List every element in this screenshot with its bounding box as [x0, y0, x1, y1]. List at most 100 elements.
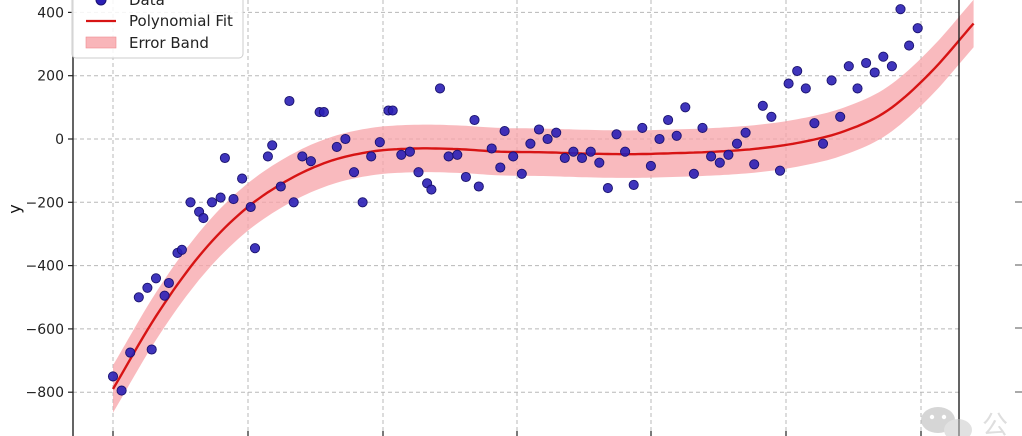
- data-point: [228, 194, 239, 205]
- data-point: [817, 138, 829, 149]
- error-band-layer: [113, 0, 974, 413]
- data-point: [542, 133, 553, 145]
- data-point: [443, 151, 454, 162]
- data-point: [206, 197, 218, 208]
- data-point: [594, 157, 605, 168]
- data-point: [525, 138, 536, 149]
- data-point: [284, 95, 295, 107]
- data-point: [469, 114, 480, 126]
- data-point: [396, 149, 407, 160]
- data-point: [318, 107, 329, 118]
- data-point: [288, 197, 299, 208]
- data-point: [551, 127, 562, 138]
- data-point: [185, 197, 196, 208]
- watermark-text: 公: [982, 411, 1008, 436]
- data-point: [654, 133, 665, 145]
- data-point: [413, 167, 424, 178]
- data-point: [852, 83, 863, 94]
- data-point: [495, 162, 506, 173]
- y-axis-ticks: −800 −600 −400 −200 0 200 400: [26, 5, 73, 401]
- data-point: [163, 277, 174, 289]
- data-point: [159, 290, 170, 301]
- data-point: [585, 146, 596, 157]
- data-point: [348, 167, 360, 178]
- data-point: [297, 151, 308, 162]
- data-point: [434, 83, 446, 94]
- data-point: [869, 67, 880, 78]
- data-point: [275, 181, 286, 192]
- data-point: [559, 152, 570, 164]
- data-point: [757, 100, 768, 111]
- wechat-icon: [921, 407, 972, 436]
- data-point: [486, 143, 497, 154]
- data-point: [340, 133, 351, 145]
- data-point: [404, 146, 415, 157]
- data-point: [374, 137, 385, 148]
- data-point: [774, 165, 786, 176]
- legend-patch-band: [85, 36, 117, 49]
- data-point: [133, 292, 144, 303]
- data-point: [249, 243, 261, 254]
- data-point: [637, 122, 648, 133]
- data-point: [912, 23, 923, 34]
- data-point: [663, 114, 674, 126]
- data-point: [783, 78, 794, 89]
- y-tick-label: −800: [26, 385, 64, 401]
- data-point: [533, 124, 545, 135]
- data-point: [878, 51, 889, 62]
- polynomial-fit-layer: [111, 22, 975, 390]
- legend-label-band: Error Band: [129, 34, 209, 52]
- error-band: [113, 0, 974, 413]
- data-point: [835, 111, 846, 122]
- data-point: [671, 130, 682, 141]
- polynomial-fit-line: [111, 22, 975, 390]
- y-tick-label: 200: [37, 69, 64, 85]
- data-point: [387, 105, 398, 116]
- data-point: [826, 75, 837, 86]
- data-point: [366, 151, 377, 162]
- y-tick-label: −600: [26, 322, 64, 338]
- data-point: [262, 151, 273, 162]
- data-point: [357, 197, 368, 208]
- data-point: [843, 61, 854, 72]
- data-point: [680, 102, 691, 113]
- data-point: [714, 157, 725, 168]
- y-tick-label: −400: [26, 259, 64, 275]
- legend-marker-data: [95, 0, 107, 6]
- data-point: [731, 138, 743, 149]
- data-point: [215, 192, 226, 203]
- data-point: [219, 152, 230, 164]
- data-point: [611, 129, 622, 140]
- data-point: [452, 149, 463, 160]
- data-point: [267, 140, 278, 151]
- data-point: [305, 156, 316, 167]
- data-point: [766, 111, 777, 122]
- data-point: [331, 141, 342, 152]
- data-point: [723, 149, 734, 160]
- data-point: [861, 57, 872, 69]
- y-tick-label: 400: [37, 5, 64, 21]
- legend-label-fit: Polynomial Fit: [129, 12, 233, 30]
- data-point: [602, 183, 613, 194]
- data-point: [516, 168, 527, 179]
- data-point: [749, 159, 760, 170]
- data-point: [426, 184, 437, 195]
- data-point: [245, 201, 256, 213]
- data-point: [499, 126, 510, 137]
- data-point: [886, 61, 897, 72]
- data-point: [176, 244, 187, 255]
- data-point: [142, 282, 153, 293]
- data-point: [688, 168, 699, 179]
- data-point: [237, 173, 248, 184]
- data-point: [792, 65, 803, 77]
- data-point: [508, 151, 519, 162]
- data-point: [895, 4, 906, 15]
- data-point: [473, 181, 484, 192]
- axes: [72, 0, 960, 436]
- data-point: [800, 83, 811, 94]
- data-point: [697, 122, 708, 133]
- data-point: [568, 146, 579, 157]
- data-point: [809, 118, 820, 129]
- data-point: [146, 344, 157, 355]
